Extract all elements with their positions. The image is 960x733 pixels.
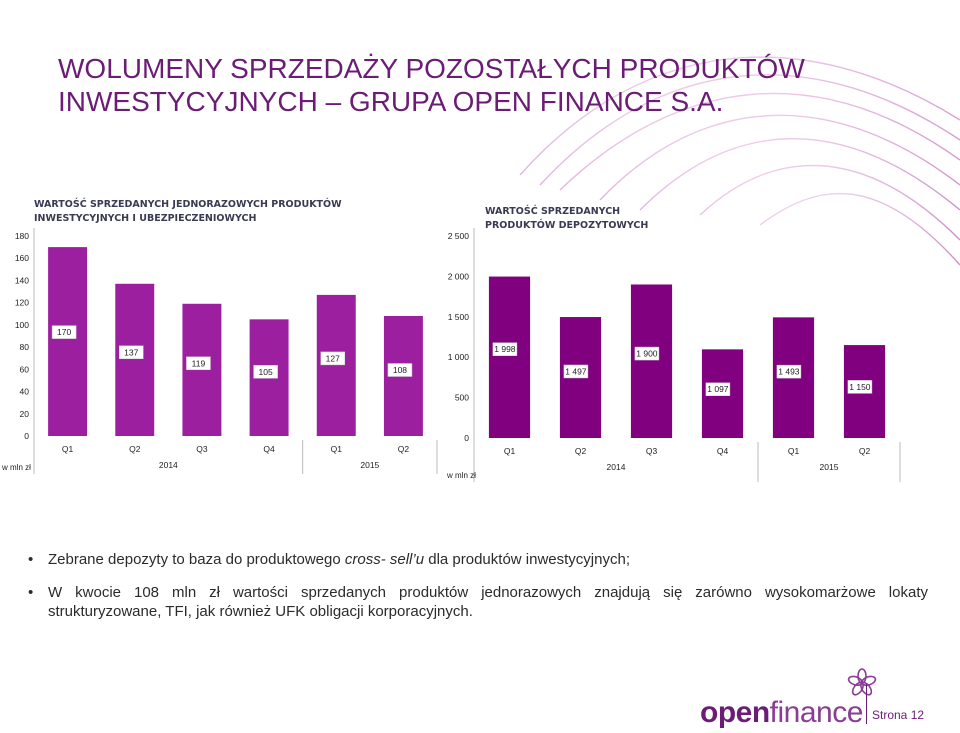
y-tick-label: 20 <box>20 409 30 419</box>
data-label: 1 497 <box>565 366 587 376</box>
x-tick-label: Q1 <box>788 446 800 456</box>
data-label-box <box>563 364 589 379</box>
bullet-item: W kwocie 108 mln zł wartości sprzedanych… <box>28 583 928 621</box>
data-label: 105 <box>259 367 273 377</box>
data-label-box <box>51 325 77 339</box>
logo-finance-text: finance <box>769 696 864 729</box>
data-label-box <box>119 345 144 360</box>
data-label: 137 <box>124 347 138 357</box>
x-group-label: 2014 <box>159 460 178 470</box>
flower-icon <box>847 668 877 696</box>
chart-2-title: WARTOŚĆ SPRZEDANYCH PRODUKTÓW DEPOZYTOWY… <box>485 206 649 231</box>
bar <box>115 283 155 436</box>
data-label-box <box>253 365 278 379</box>
x-group-label: 2014 <box>607 462 626 472</box>
investment-products-bar-chart: 0 20 40 60 80 100 120 140 160 180 170 Q1 137 Q2 119 Q3 1… <box>1 228 438 474</box>
page-divider <box>866 684 867 724</box>
data-label: 1 900 <box>636 349 658 359</box>
data-label: 170 <box>57 327 71 337</box>
bullet-item: Zebrane depozyty to baza do produktowego… <box>28 550 928 569</box>
data-label-box <box>492 342 518 356</box>
x-tick-label: Q1 <box>331 444 343 454</box>
y-tick-label: 40 <box>20 387 30 397</box>
x-group-label: 2015 <box>360 460 379 470</box>
bar <box>630 284 673 438</box>
x-tick-label: Q4 <box>717 446 729 456</box>
x-tick-label: Q2 <box>575 446 587 456</box>
x-tick-label: Q3 <box>646 446 658 456</box>
y-tick-label: 80 <box>20 342 30 352</box>
data-label: 1 998 <box>494 344 516 354</box>
y-tick-label: 2 500 <box>448 231 470 241</box>
bullet-list: Zebrane depozyty to baza do produktowego… <box>28 550 928 635</box>
x-tick-label: Q3 <box>196 444 208 454</box>
bar <box>316 294 356 436</box>
data-label-box <box>705 382 731 396</box>
data-label: 1 097 <box>707 384 729 394</box>
chart-1-title: WARTOŚĆ SPRZEDANYCH JEDNORAZOWYCH PRODUK… <box>34 199 342 224</box>
y-tick-label: 160 <box>15 253 29 263</box>
y-tick-label: 100 <box>15 320 29 330</box>
y-tick-label: 180 <box>15 231 29 241</box>
y-tick-label: 140 <box>15 275 29 285</box>
y-tick-label: 0 <box>24 431 29 441</box>
y-tick-label: 500 <box>455 393 469 403</box>
open-finance-logo: openfinance <box>700 668 890 729</box>
data-label: 1 493 <box>778 367 800 377</box>
data-label: 108 <box>393 365 407 375</box>
x-tick-label: Q2 <box>398 444 410 454</box>
data-label-box <box>776 364 802 379</box>
data-label-box <box>847 380 873 394</box>
data-label: 119 <box>192 358 206 368</box>
data-label-box <box>186 356 211 371</box>
y-tick-label: 0 <box>464 433 469 443</box>
data-label-box <box>387 363 413 377</box>
x-tick-label: Q1 <box>62 444 74 454</box>
data-label-box <box>320 351 346 366</box>
x-tick-label: Q1 <box>504 446 516 456</box>
data-label-box <box>634 346 660 361</box>
x-group-label: 2015 <box>820 462 839 472</box>
x-tick-label: Q4 <box>263 444 275 454</box>
bar <box>488 276 531 438</box>
deposit-products-bar-chart: 0 500 1 000 1 500 2 000 2 500 1 998 Q1 1 497 Q2 1 … <box>446 228 901 482</box>
data-label: 1 150 <box>849 382 871 392</box>
page-title: WOLUMENY SPRZEDAŻY POZOSTAŁYCH PRODUKTÓW… <box>58 53 805 117</box>
y-tick-label: 1 000 <box>448 352 470 362</box>
y-tick-label: 120 <box>15 298 29 308</box>
bar <box>48 247 88 436</box>
page-number: Strona 12 <box>872 708 925 722</box>
y-tick-label: 60 <box>20 364 30 374</box>
x-tick-label: Q2 <box>129 444 141 454</box>
unit-label: w mln zł <box>1 463 31 472</box>
y-tick-label: 1 500 <box>448 312 470 322</box>
y-tick-label: 2 000 <box>448 271 470 281</box>
data-label: 127 <box>326 353 340 363</box>
logo-open-text: open <box>700 696 770 729</box>
x-tick-label: Q2 <box>859 446 871 456</box>
unit-label: w mln zł <box>446 471 476 480</box>
